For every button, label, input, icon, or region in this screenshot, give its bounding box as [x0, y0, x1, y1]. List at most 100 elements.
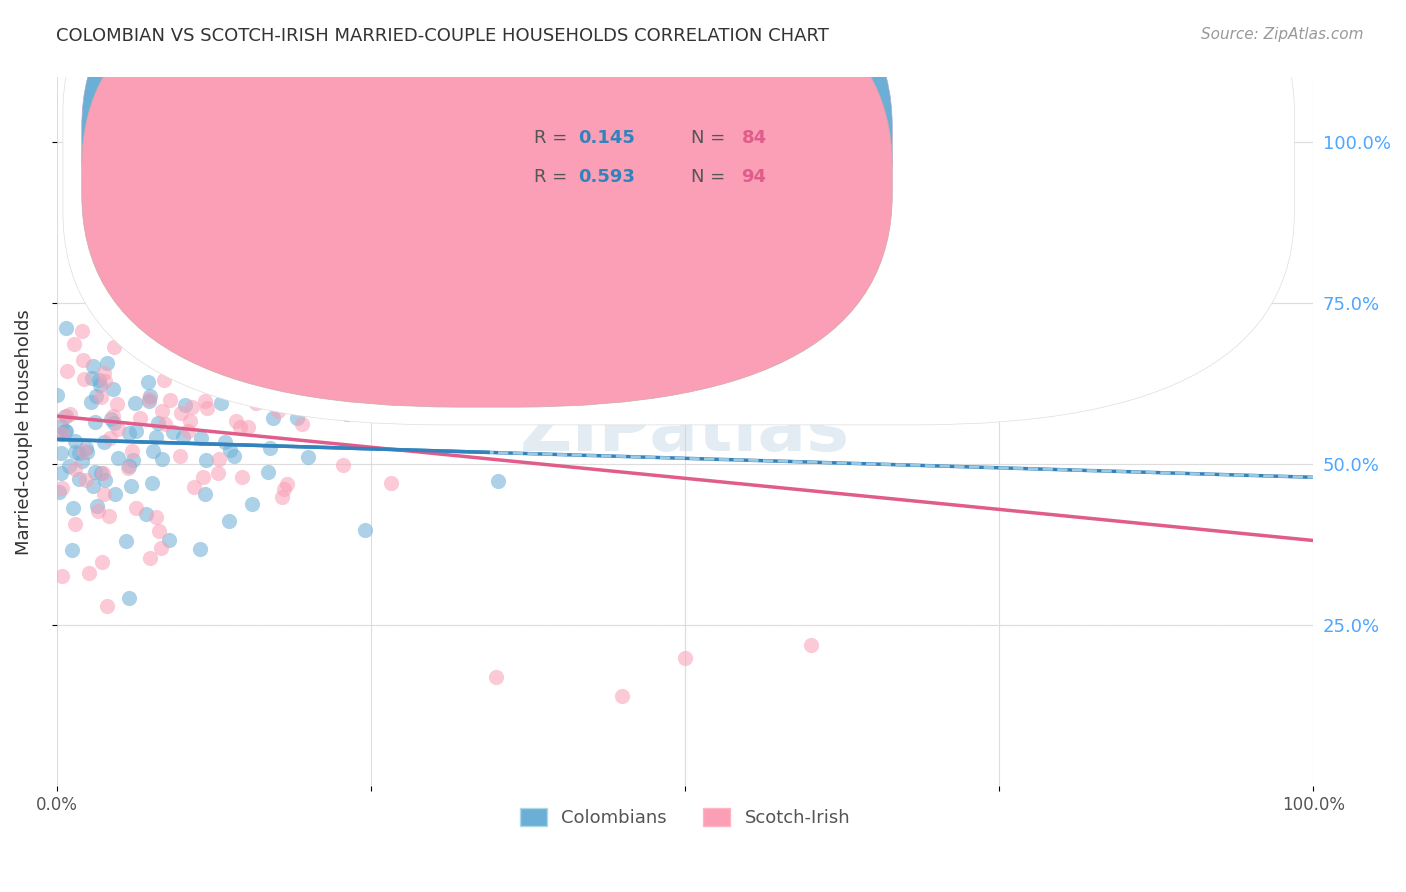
Scotch-Irish: [121, 443, 143, 458]
Scotch-Irish: [202, 296, 225, 310]
Colombians: [139, 389, 162, 403]
Scotch-Irish: [187, 362, 209, 376]
Text: 0.593: 0.593: [578, 168, 636, 186]
Scotch-Irish: [309, 384, 332, 398]
Scotch-Irish: [231, 470, 253, 484]
Scotch-Irish: [321, 324, 343, 338]
Colombians: [259, 441, 281, 455]
Colombians: [84, 389, 107, 403]
Scotch-Irish: [209, 356, 232, 370]
Scotch-Irish: [332, 458, 354, 473]
Colombians: [55, 321, 77, 335]
Scotch-Irish: [145, 510, 167, 524]
Scotch-Irish: [51, 427, 73, 442]
Colombians: [107, 451, 129, 466]
Colombians: [48, 484, 70, 499]
Scotch-Irish: [56, 364, 79, 378]
Scotch-Irish: [159, 392, 181, 407]
Scotch-Irish: [62, 336, 84, 351]
Colombians: [51, 467, 73, 481]
Scotch-Irish: [270, 490, 292, 504]
Colombians: [103, 416, 125, 430]
Scotch-Irish: [169, 354, 191, 368]
Colombians: [222, 449, 245, 463]
Colombians: [83, 416, 105, 430]
Text: R =: R =: [534, 168, 574, 186]
Colombians: [221, 363, 243, 377]
Colombians: [80, 395, 103, 409]
Colombians: [122, 453, 145, 467]
Scotch-Irish: [416, 339, 439, 353]
Scotch-Irish: [269, 343, 291, 357]
Colombians: [86, 499, 108, 513]
Colombians: [136, 336, 159, 351]
Colombians: [55, 409, 77, 424]
Colombians: [60, 542, 83, 557]
Scotch-Irish: [65, 462, 87, 476]
Scotch-Irish: [273, 483, 295, 497]
Text: 84: 84: [741, 128, 766, 146]
Scotch-Irish: [276, 476, 298, 491]
Colombians: [49, 418, 72, 433]
Colombians: [67, 472, 90, 486]
Scotch-Irish: [138, 392, 160, 406]
Colombians: [118, 591, 141, 605]
Scotch-Irish: [800, 638, 823, 652]
Scotch-Irish: [53, 409, 76, 424]
Scotch-Irish: [225, 414, 247, 428]
Colombians: [162, 425, 184, 439]
Colombians: [136, 376, 159, 390]
Scotch-Irish: [170, 406, 193, 420]
Scotch-Irish: [103, 340, 125, 354]
Colombians: [218, 443, 240, 458]
Scotch-Irish: [105, 397, 128, 411]
Colombians: [89, 378, 111, 392]
Colombians: [118, 459, 141, 474]
Colombians: [184, 345, 207, 359]
Scotch-Irish: [73, 372, 96, 386]
Scotch-Irish: [125, 500, 148, 515]
Text: ZIPatlas: ZIPatlas: [520, 398, 851, 467]
Scotch-Irish: [73, 444, 96, 458]
Scotch-Irish: [150, 403, 173, 417]
Scotch-Irish: [59, 407, 82, 421]
Scotch-Irish: [208, 452, 231, 467]
Colombians: [145, 430, 167, 444]
Colombians: [257, 465, 280, 479]
Scotch-Irish: [207, 467, 229, 481]
Colombians: [214, 434, 236, 449]
Colombians: [336, 407, 359, 421]
FancyBboxPatch shape: [82, 0, 893, 407]
Scotch-Irish: [381, 346, 404, 360]
Colombians: [49, 427, 72, 442]
Scotch-Irish: [51, 481, 73, 495]
Colombians: [142, 444, 165, 458]
Scotch-Irish: [191, 470, 214, 484]
Colombians: [76, 445, 98, 459]
Colombians: [89, 372, 111, 386]
Colombians: [82, 359, 104, 374]
Colombians: [96, 356, 118, 370]
Scotch-Irish: [169, 449, 191, 463]
Colombians: [209, 396, 232, 410]
Colombians: [195, 453, 218, 467]
Scotch-Irish: [75, 473, 97, 487]
Colombians: [120, 479, 142, 493]
Colombians: [125, 425, 148, 439]
Text: COLOMBIAN VS SCOTCH-IRISH MARRIED-COUPLE HOUSEHOLDS CORRELATION CHART: COLOMBIAN VS SCOTCH-IRISH MARRIED-COUPLE…: [56, 27, 830, 45]
Scotch-Irish: [482, 329, 505, 343]
Scotch-Irish: [177, 424, 200, 438]
Colombians: [49, 446, 72, 460]
Colombians: [218, 514, 240, 528]
Colombians: [63, 434, 86, 449]
Scotch-Irish: [194, 393, 217, 408]
Scotch-Irish: [389, 291, 412, 305]
Text: 94: 94: [741, 168, 766, 186]
Colombians: [141, 475, 163, 490]
Text: N =: N =: [692, 168, 725, 186]
Colombians: [84, 466, 107, 480]
Colombians: [172, 430, 194, 444]
Scotch-Irish: [148, 524, 170, 539]
Scotch-Irish: [101, 409, 124, 424]
Scotch-Irish: [195, 374, 218, 388]
